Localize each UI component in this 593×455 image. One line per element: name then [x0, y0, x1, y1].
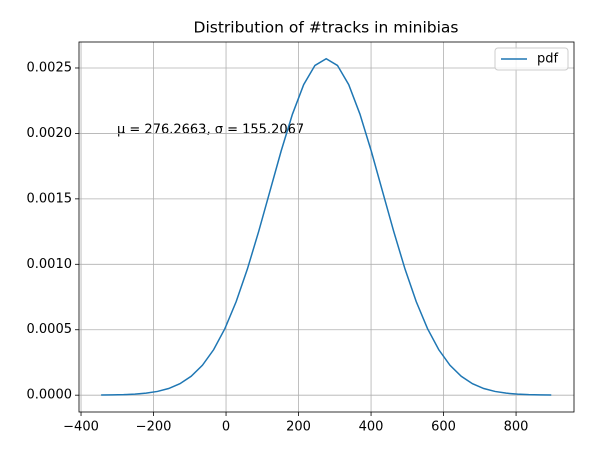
x-tick-label: 200	[286, 420, 311, 435]
x-tick-label: 800	[504, 420, 529, 435]
x-tick-label: 400	[359, 420, 384, 435]
x-tick-label: 600	[431, 420, 456, 435]
chart-title: Distribution of #tracks in minibias	[194, 19, 459, 37]
y-tick-label: 0.0010	[27, 257, 73, 272]
line-series	[101, 57, 552, 396]
x-tick-label: −400	[63, 420, 99, 435]
x-tick-label: 0	[222, 420, 230, 435]
annotation: μ = 276.2663, σ = 155.2067	[117, 123, 304, 138]
y-tick-label: 0.0000	[27, 388, 73, 403]
legend-label: pdf	[537, 52, 559, 67]
x-tick-label: −200	[136, 420, 172, 435]
plot-frame	[78, 41, 575, 413]
legend-box	[494, 47, 569, 71]
y-tick-label: 0.0015	[27, 191, 73, 206]
y-tick-label: 0.0005	[27, 322, 73, 337]
y-tick-label: 0.0020	[27, 126, 73, 141]
y-tick-label: 0.0025	[27, 60, 73, 75]
